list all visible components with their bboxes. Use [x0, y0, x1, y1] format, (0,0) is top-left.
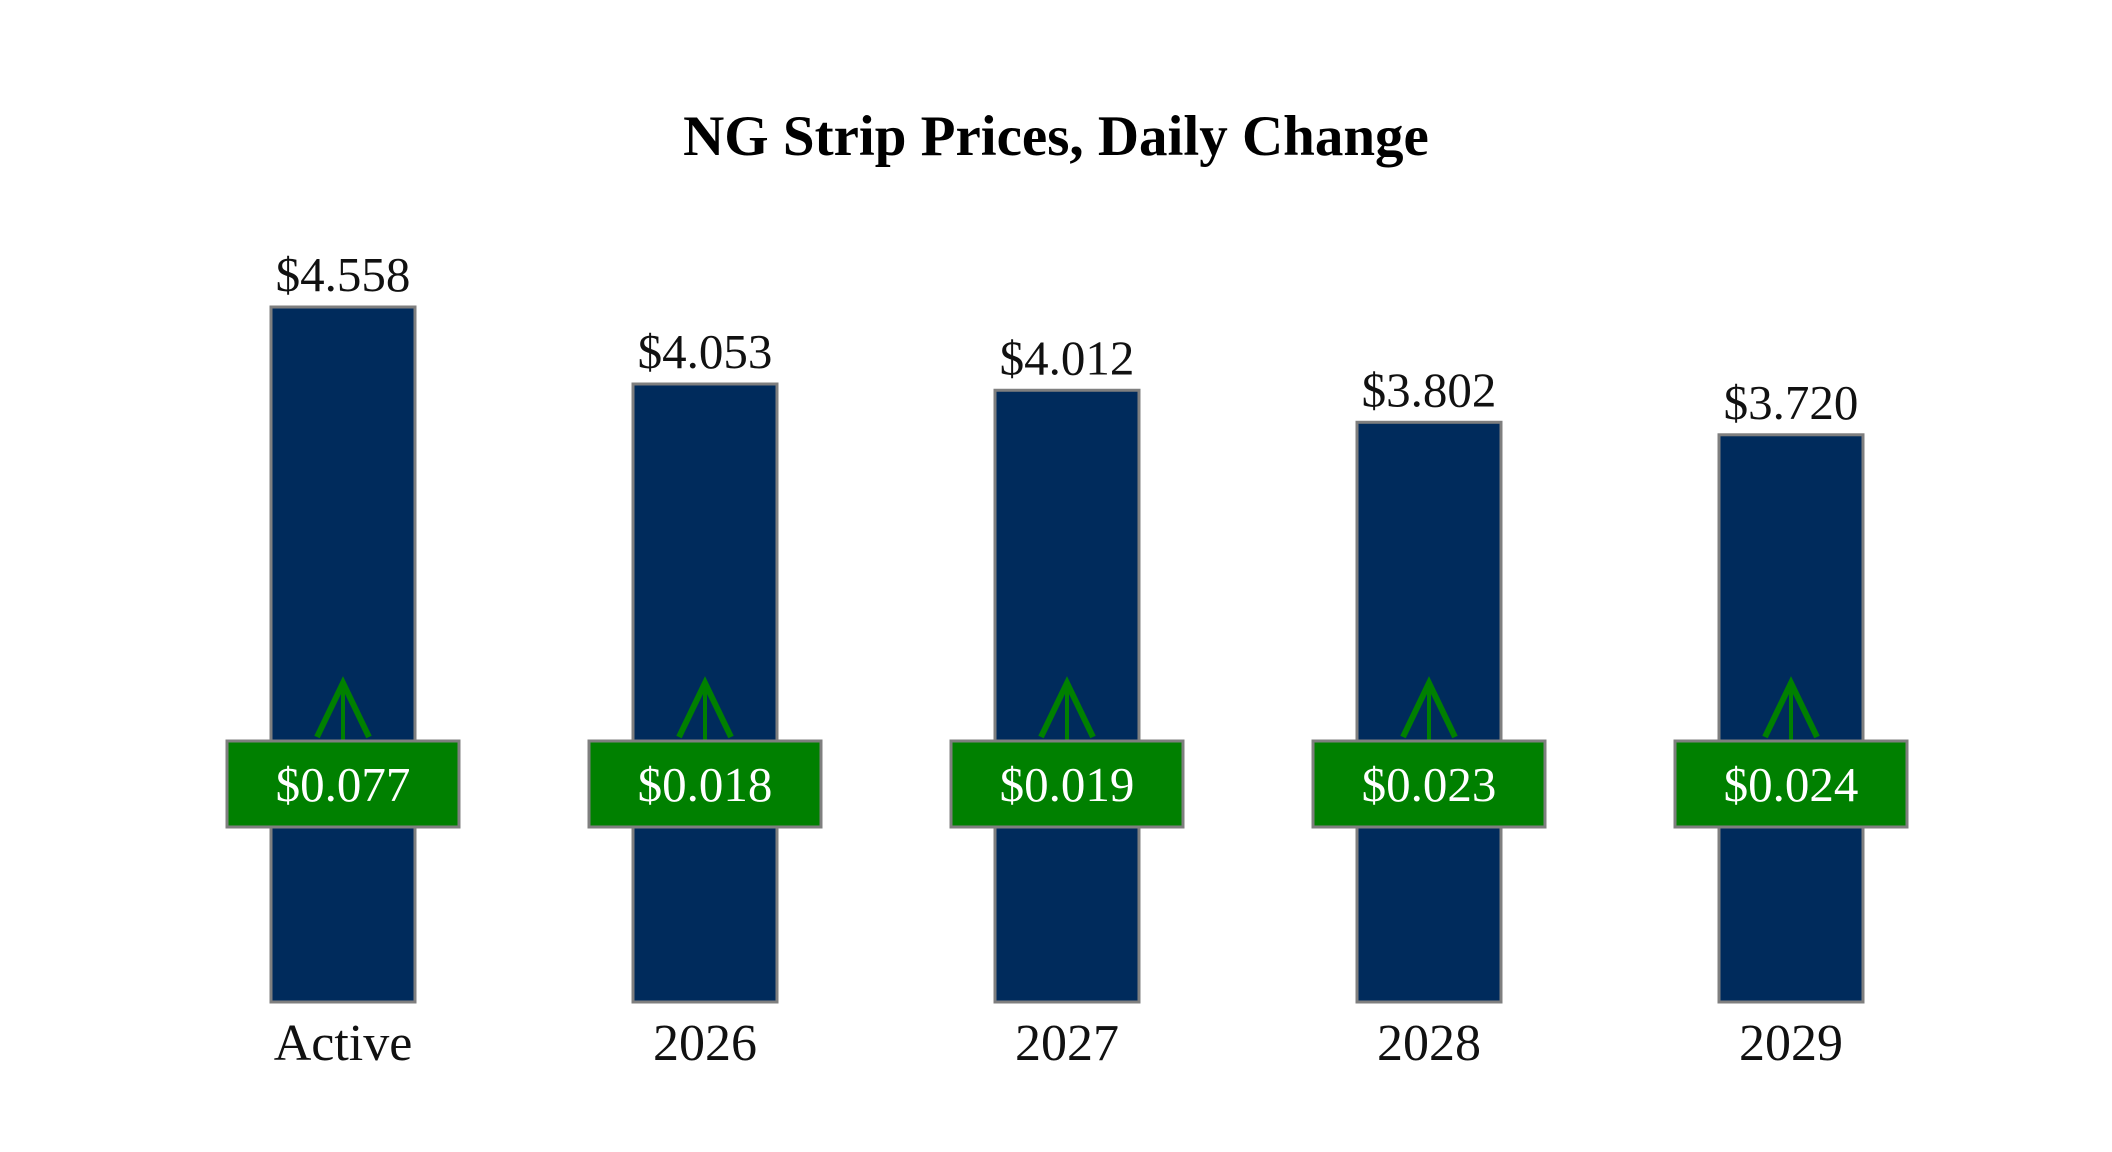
category-label: 2026 [653, 1015, 757, 1072]
up-arrow-icon [1038, 676, 1096, 741]
category-label: Active [274, 1015, 413, 1072]
chart-title: NG Strip Prices, Daily Change [683, 105, 1429, 168]
change-label: $0.019 [1000, 757, 1135, 812]
category-label: 2027 [1015, 1015, 1119, 1072]
bar-value-label: $4.053 [638, 324, 773, 379]
bar-group-2028: $3.802 2028 $0.023 [1311, 362, 1547, 1072]
bar-value-label: $3.802 [1362, 362, 1497, 417]
category-label: 2029 [1739, 1015, 1843, 1072]
change-box [1311, 739, 1547, 829]
change-box [1673, 739, 1909, 829]
arrow-head [314, 676, 372, 739]
arrow-head [1400, 676, 1458, 739]
bar [269, 305, 417, 1004]
arrow-head [676, 676, 734, 739]
change-label: $0.023 [1362, 757, 1497, 812]
bar-group-2026: $4.053 2026 $0.018 [587, 324, 823, 1072]
bar-group-2027: $4.012 2027 $0.019 [949, 330, 1185, 1072]
arrow-head [1038, 676, 1096, 739]
change-box [587, 739, 823, 829]
bar-group-2029: $3.720 2029 $0.024 [1673, 375, 1909, 1072]
change-box [225, 739, 461, 829]
up-arrow-icon [314, 676, 372, 741]
bar-group-active: $4.558 Active $0.077 [225, 247, 461, 1072]
change-label: $0.018 [638, 757, 773, 812]
category-label: 2028 [1377, 1015, 1481, 1072]
bars-layer: $4.558 Active $0.077 $4.053 2026 $0.018 $4.012… [225, 247, 1909, 1072]
arrow-head [1762, 676, 1820, 739]
bar-value-label: $3.720 [1724, 375, 1859, 430]
bar-value-label: $4.558 [276, 247, 411, 302]
change-label: $0.024 [1724, 757, 1859, 812]
bar-value-label: $4.012 [1000, 330, 1135, 385]
up-arrow-icon [676, 676, 734, 741]
up-arrow-icon [1762, 676, 1820, 741]
up-arrow-icon [1400, 676, 1458, 741]
change-box [949, 739, 1185, 829]
change-label: $0.077 [276, 757, 411, 812]
